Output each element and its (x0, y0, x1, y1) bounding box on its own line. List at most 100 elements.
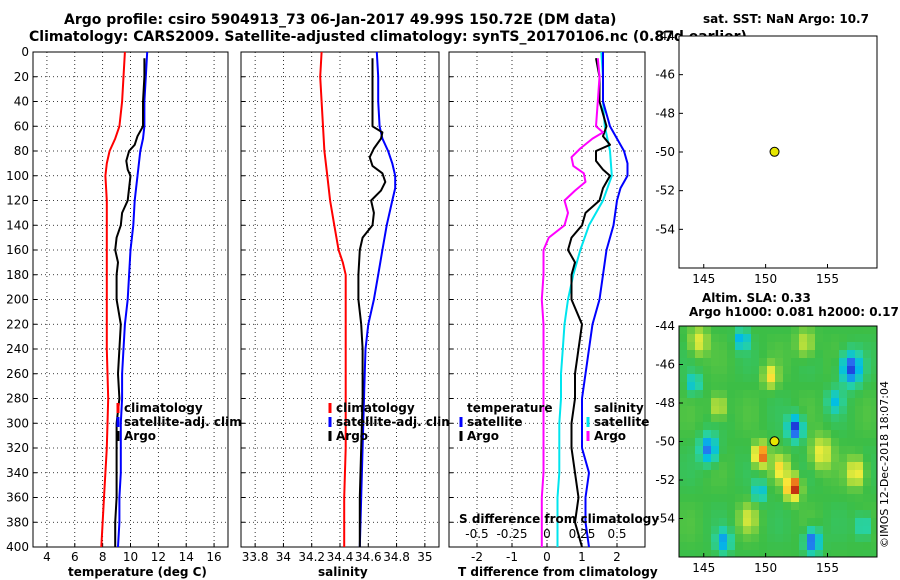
sla-cell (839, 430, 847, 438)
sla-cell (719, 358, 727, 366)
sla-cell (775, 366, 783, 374)
sla-cell (751, 446, 759, 454)
sla-cell (863, 510, 871, 518)
sla-cell (775, 494, 783, 502)
series-line-t-argo (567, 58, 611, 548)
sla-cell (823, 390, 831, 398)
sla-cell (783, 526, 791, 534)
sla-cell (807, 382, 815, 390)
sla-cell (791, 438, 799, 446)
sla-cell (783, 374, 791, 382)
sla-cell (687, 390, 695, 398)
sla-cell (719, 374, 727, 382)
x-tick-label: 33.8 (242, 550, 269, 564)
x-tick-label: 150 (754, 272, 777, 286)
sla-cell (871, 390, 877, 398)
sla-cell (839, 406, 847, 414)
sla-cell (695, 454, 703, 462)
sla-cell (799, 326, 807, 334)
sla-cell (831, 382, 839, 390)
sla-cell (783, 478, 791, 486)
sla-cell (783, 350, 791, 358)
sla-cell (751, 518, 759, 526)
sla-cell (783, 334, 791, 342)
sla-cell (823, 358, 831, 366)
sla-cell (735, 454, 743, 462)
sla-cell (799, 550, 807, 557)
difference-panel: -2 -1 0 1 2T difference from climatology S di… (448, 51, 659, 579)
y-tick-label: 40 (14, 95, 29, 109)
sla-cell (823, 414, 831, 422)
sla-cell (783, 454, 791, 462)
sla-cell (815, 414, 823, 422)
series-line-climatology (100, 51, 126, 548)
sla-cell (839, 534, 847, 542)
sla-cell (775, 398, 783, 406)
y-tick-label: -52 (655, 473, 675, 487)
sla-cell (719, 486, 727, 494)
sla-cell (695, 390, 703, 398)
sla-cell (695, 374, 703, 382)
sla-cell (751, 358, 759, 366)
sla-cell (855, 542, 863, 550)
sla-cell (727, 446, 735, 454)
sla-cell (871, 510, 877, 518)
sla-cell (815, 422, 823, 430)
sla-cell (823, 326, 831, 334)
y-tick-label: 20 (14, 70, 29, 84)
sla-cell (807, 534, 815, 542)
sla-cell (839, 542, 847, 550)
sla-cell (839, 462, 847, 470)
sla-cell (703, 470, 711, 478)
sla-cell (703, 366, 711, 374)
sla-cell (847, 334, 855, 342)
sla-cell (727, 542, 735, 550)
sla-cell (703, 374, 711, 382)
sla-cell (863, 494, 871, 502)
sla-cell (831, 470, 839, 478)
sla-cell (807, 478, 815, 486)
sla-cell (735, 534, 743, 542)
y-tick-label: -46 (655, 68, 675, 82)
sla-cell (831, 390, 839, 398)
y-tick-label: 240 (6, 342, 29, 356)
sla-cell (823, 470, 831, 478)
sla-cell (871, 526, 877, 534)
sla-cell (679, 414, 687, 422)
sla-cell (799, 486, 807, 494)
sla-cell (815, 454, 823, 462)
sla-cell (759, 518, 767, 526)
y-tick-label: 200 (6, 293, 29, 307)
sla-cell (799, 358, 807, 366)
sla-cell (847, 366, 855, 374)
y-tick-label: 180 (6, 268, 29, 282)
sla-cell (783, 438, 791, 446)
sla-cell (871, 454, 877, 462)
sla-cell (791, 422, 799, 430)
sla-cell (815, 334, 823, 342)
sla-cell (791, 502, 799, 510)
sla-cell (767, 534, 775, 542)
y-tick-label: -54 (655, 512, 675, 526)
sla-cell (831, 414, 839, 422)
sla-cell (703, 446, 711, 454)
sla-cell (751, 542, 759, 550)
sla-cell (735, 462, 743, 470)
sla-cell (871, 382, 877, 390)
sla-cell (839, 510, 847, 518)
sla-cell (687, 438, 695, 446)
sla-cell (735, 438, 743, 446)
sla-cell (735, 430, 743, 438)
sla-cell (767, 334, 775, 342)
sla-cell (855, 406, 863, 414)
sla-cell (807, 502, 815, 510)
sla-cell (783, 470, 791, 478)
sla-cell (799, 510, 807, 518)
sla-cell (791, 334, 799, 342)
sla-cell (679, 406, 687, 414)
sla-cell (719, 390, 727, 398)
x-axis-label: T difference from climatology (458, 565, 658, 579)
sla-cell (799, 398, 807, 406)
sla-cell (855, 350, 863, 358)
sla-cell (871, 486, 877, 494)
